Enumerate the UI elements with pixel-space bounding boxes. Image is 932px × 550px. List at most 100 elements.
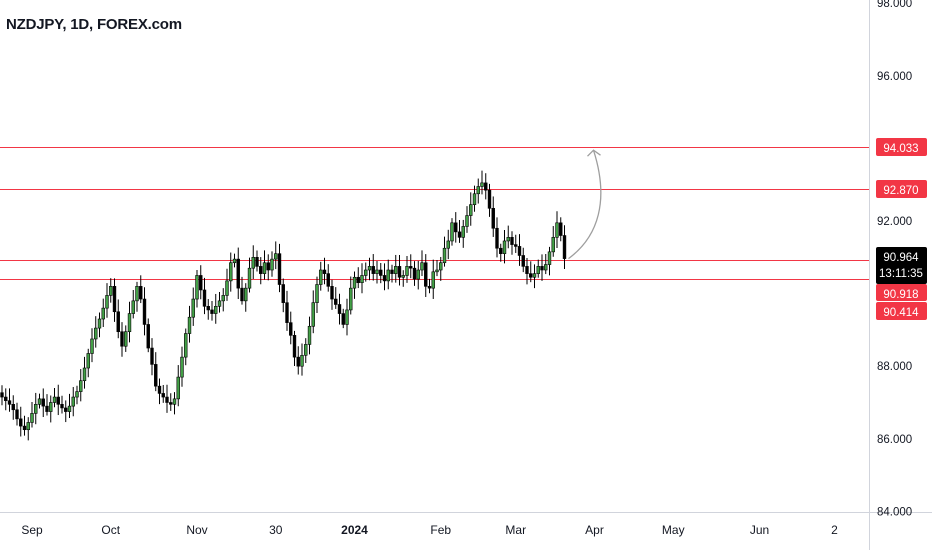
candle-body[interactable] <box>285 302 289 323</box>
candle-body[interactable] <box>390 269 394 274</box>
candle-body[interactable] <box>180 356 184 378</box>
candle-body[interactable] <box>11 404 15 411</box>
candle-body[interactable] <box>195 275 199 300</box>
candle-body[interactable] <box>514 244 518 247</box>
candle-body[interactable] <box>19 418 23 427</box>
candle-body[interactable] <box>127 313 132 333</box>
candle-body[interactable] <box>41 398 45 407</box>
candle-body[interactable] <box>135 286 139 302</box>
candle-body[interactable] <box>15 409 19 420</box>
candle-body[interactable] <box>165 396 169 403</box>
candle-body[interactable] <box>131 300 135 314</box>
candle-body[interactable] <box>210 309 214 314</box>
candle-body[interactable] <box>330 286 334 300</box>
candle-body[interactable] <box>26 422 30 431</box>
candle-body[interactable] <box>52 396 57 403</box>
projection-arrow[interactable] <box>568 150 602 260</box>
candle-body[interactable] <box>232 258 237 264</box>
candle-body[interactable] <box>476 186 480 195</box>
candle-body[interactable] <box>469 204 473 216</box>
candle-body[interactable] <box>345 309 349 325</box>
candle-body[interactable] <box>225 280 229 296</box>
candle-body[interactable] <box>101 307 105 320</box>
candle-body[interactable] <box>274 253 278 260</box>
candle-body[interactable] <box>292 335 297 358</box>
candle-body[interactable] <box>139 286 143 300</box>
candle-body[interactable] <box>334 298 338 305</box>
candle-body[interactable] <box>409 266 413 269</box>
candle-body[interactable] <box>67 405 72 412</box>
candle-body[interactable] <box>154 364 158 387</box>
candle-body[interactable] <box>461 226 465 238</box>
candle-body[interactable] <box>270 258 274 271</box>
candle-body[interactable] <box>304 344 308 356</box>
candle-body[interactable] <box>371 266 375 274</box>
candle-body[interactable] <box>30 413 34 423</box>
candle-body[interactable] <box>150 347 154 365</box>
candle-body[interactable] <box>105 295 109 309</box>
candle-body[interactable] <box>551 237 555 253</box>
candle-body[interactable] <box>386 269 390 282</box>
candle-body[interactable] <box>480 182 484 187</box>
candle-body[interactable] <box>37 398 42 405</box>
candle-body[interactable] <box>109 286 113 296</box>
candle-body[interactable] <box>457 231 462 238</box>
candle-body[interactable] <box>431 271 435 289</box>
candle-body[interactable] <box>199 275 203 291</box>
candle-body[interactable] <box>315 284 319 303</box>
candle-body[interactable] <box>142 298 147 325</box>
candle-body[interactable] <box>495 227 499 249</box>
candle-body[interactable] <box>4 396 8 401</box>
candle-body[interactable] <box>405 266 409 276</box>
candle-body[interactable] <box>487 189 492 209</box>
candle-body[interactable] <box>120 331 124 347</box>
candle-body[interactable] <box>375 269 379 274</box>
candle-body[interactable] <box>510 237 514 245</box>
candle-body[interactable] <box>450 222 454 242</box>
candle-body[interactable] <box>0 392 4 398</box>
candle-body[interactable] <box>221 295 225 302</box>
candle-body[interactable] <box>64 407 68 412</box>
candle-body[interactable] <box>56 396 60 405</box>
candle-body[interactable] <box>86 353 90 369</box>
candle-body[interactable] <box>442 247 447 264</box>
candle-body[interactable] <box>337 304 342 314</box>
candle-body[interactable] <box>322 269 327 274</box>
candle-body[interactable] <box>360 275 364 284</box>
candle-body[interactable] <box>446 240 450 249</box>
candle-body[interactable] <box>427 286 432 289</box>
candle-body[interactable] <box>146 324 150 349</box>
candle-body[interactable] <box>176 376 180 400</box>
candle-body[interactable] <box>244 287 248 302</box>
candle-body[interactable] <box>536 266 540 274</box>
candle-body[interactable] <box>521 255 525 267</box>
candle-body[interactable] <box>307 325 312 345</box>
candle-body[interactable] <box>319 269 323 285</box>
candle-body[interactable] <box>352 276 357 289</box>
candle-body[interactable] <box>161 393 165 398</box>
candle-body[interactable] <box>547 251 552 265</box>
candle-body[interactable] <box>82 367 87 382</box>
candle-body[interactable] <box>416 269 420 280</box>
candle-body[interactable] <box>45 405 49 412</box>
candle-body[interactable] <box>60 404 64 409</box>
candle-body[interactable] <box>206 306 210 311</box>
candle-body[interactable] <box>394 266 398 274</box>
candle-body[interactable] <box>412 267 417 280</box>
candle-body[interactable] <box>79 380 83 392</box>
candle-body[interactable] <box>281 284 285 303</box>
candle-body[interactable] <box>529 273 533 278</box>
candle-body[interactable] <box>112 286 117 313</box>
candle-body[interactable] <box>7 400 12 405</box>
candle-body[interactable] <box>532 273 537 278</box>
candle-body[interactable] <box>491 207 495 229</box>
candle-body[interactable] <box>229 262 233 282</box>
candle-body[interactable] <box>465 215 469 227</box>
candle-body[interactable] <box>499 247 503 254</box>
candle-body[interactable] <box>296 356 300 367</box>
candle-body[interactable] <box>397 266 402 278</box>
candle-body[interactable] <box>49 402 53 412</box>
candle-body[interactable] <box>502 240 507 254</box>
candle-body[interactable] <box>439 262 443 271</box>
